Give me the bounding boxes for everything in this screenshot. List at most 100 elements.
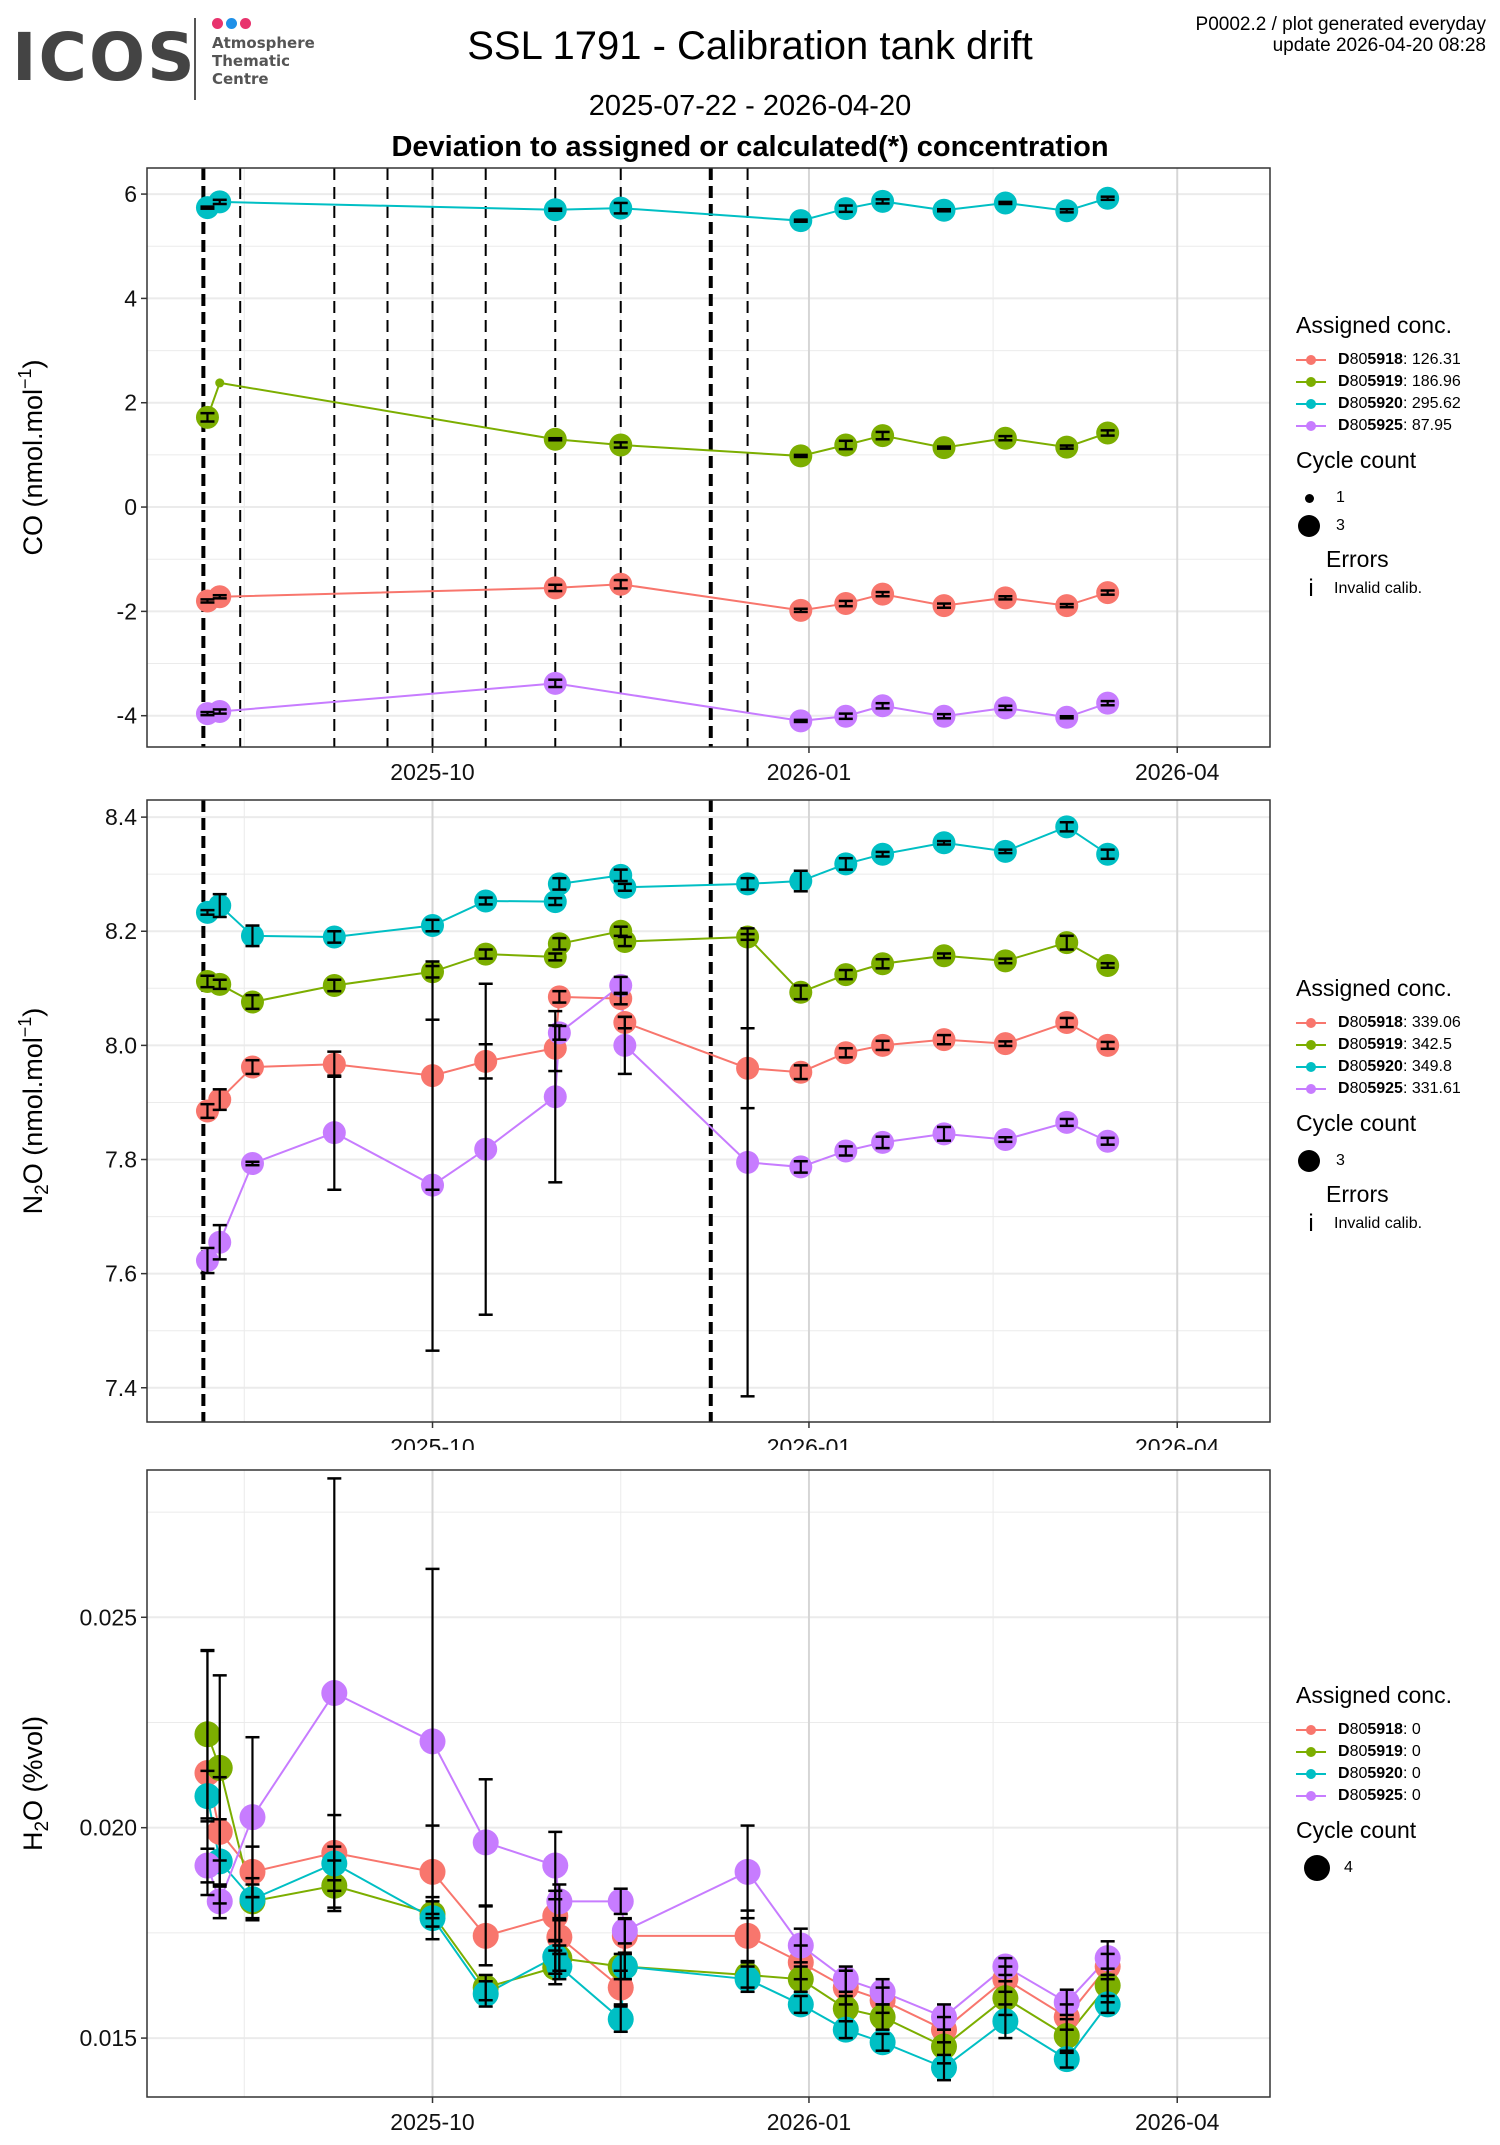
legend-item: D805920: 295.62 xyxy=(1296,393,1461,415)
legend-item: D805918: 126.31 xyxy=(1296,349,1461,371)
error-bar xyxy=(200,908,215,916)
error-bar xyxy=(200,974,215,989)
error-bar xyxy=(548,207,563,213)
error-bar xyxy=(1100,1994,1115,2015)
error-bar xyxy=(1059,1016,1074,1029)
invalid-calib-label: Invalid calib. xyxy=(1334,580,1423,597)
error-bar xyxy=(212,1883,227,1920)
y-tick-label: -4 xyxy=(117,703,138,729)
x-tick-label: 2025-10 xyxy=(390,1434,474,1450)
legend-item: D805918: 0 xyxy=(1296,1719,1452,1741)
y-tick-label: 8.0 xyxy=(105,1032,137,1058)
error-bar xyxy=(613,1887,628,1916)
legend-assigned-value: : 0 xyxy=(1402,1765,1421,1782)
legend-title: Cycle count xyxy=(1296,447,1417,473)
label-part: O (nmol.mol xyxy=(18,1037,48,1184)
error-bar xyxy=(875,1977,890,2006)
x-tick-label: 2026-04 xyxy=(1135,1434,1220,1450)
legend-item: D805918: 339.06 xyxy=(1296,1012,1461,1034)
legend-tank-id: D805919 xyxy=(1338,1036,1403,1053)
error-bar xyxy=(1059,207,1074,214)
error-bar xyxy=(1100,699,1115,707)
label-part: N xyxy=(18,1195,48,1215)
cycle-count-label: 4 xyxy=(1344,1859,1353,1876)
error-bar xyxy=(875,2032,890,2052)
cycle-count-item: 3 xyxy=(1296,1147,1461,1175)
x-tick-label: 2025-10 xyxy=(390,759,474,785)
error-bar xyxy=(838,712,853,721)
x-tick-label: 2026-04 xyxy=(1135,2109,1220,2135)
error-bar xyxy=(613,201,628,215)
legend-title: Errors xyxy=(1326,546,1389,572)
error-bar xyxy=(793,1159,808,1174)
error-bar xyxy=(936,207,951,213)
error-bar xyxy=(617,935,632,948)
error-bar xyxy=(838,2020,853,2040)
label-sup: −1 xyxy=(15,1017,35,1038)
co-panel: -4 -2 0 2 4 6 2025-10 2026-01 2026-04 CO (nmol.mo… xyxy=(15,167,1271,785)
n2o-panel: 7.4 7.6 7.8 8.0 8.2 8.4 2025-10 2026-01 2026-04 N… xyxy=(15,799,1271,1450)
error-bar xyxy=(613,2005,628,2034)
cycle-size-icon xyxy=(1298,515,1320,537)
error-bar xyxy=(936,2003,951,2031)
error-bar xyxy=(875,1039,890,1052)
error-bar xyxy=(998,595,1013,601)
cycle-count-label: 3 xyxy=(1336,1152,1345,1169)
logo-subtitle: Atmosphere Thematic Centre xyxy=(212,34,315,88)
error-bar xyxy=(793,718,808,724)
error-bar xyxy=(327,978,342,993)
error-bar xyxy=(875,850,890,858)
series-line-D805925 xyxy=(206,983,1109,1262)
cycle-size-icon xyxy=(1298,1150,1320,1172)
legend-assigned-value: : 126.31 xyxy=(1402,351,1461,368)
error-bar xyxy=(740,876,755,891)
error-bar xyxy=(740,1965,755,1994)
cycle-size-icon xyxy=(1304,1855,1330,1881)
legend-assigned-value: : 339.06 xyxy=(1402,1014,1461,1031)
error-bar xyxy=(875,1135,890,1150)
label-part: ) xyxy=(18,1008,48,1017)
label-part: CO (nmol.mol xyxy=(18,389,48,556)
h2o-panel: 0.015 0.020 0.025 2025-10 2026-01 2026-04 H2O … xyxy=(18,1469,1271,2135)
legend-assigned-value: : 0 xyxy=(1402,1743,1421,1760)
series-line-D805925 xyxy=(207,682,1108,722)
error-bar xyxy=(1059,2049,1074,2069)
error-bar xyxy=(548,436,563,442)
error-bar xyxy=(552,1952,567,1981)
error-bar xyxy=(552,876,567,891)
error-bar xyxy=(998,200,1013,206)
y-tick-label: 6 xyxy=(124,181,137,207)
error-bar xyxy=(200,411,215,423)
series-line-D805919 xyxy=(206,381,1108,457)
x-tick-label: 2026-04 xyxy=(1135,759,1220,785)
legend-assigned-value: : 0 xyxy=(1402,1787,1421,1804)
error-bar xyxy=(212,892,227,919)
y-tick-label: 0.020 xyxy=(79,1815,137,1841)
y-axis-label: N2O (nmol.mol−1) xyxy=(15,1008,53,1215)
error-bar xyxy=(793,218,808,223)
grid xyxy=(147,168,1270,747)
error-bar xyxy=(617,1916,632,1945)
error-bar xyxy=(793,1927,808,1964)
invalid-calib-item: i Invalid calib. xyxy=(1296,1210,1461,1238)
error-bar xyxy=(613,868,628,883)
logo-dot xyxy=(212,18,223,29)
y-tick-label: 0 xyxy=(124,494,137,520)
error-bar xyxy=(425,1567,440,1916)
legend-tank-id: D805925 xyxy=(1338,1080,1403,1097)
y-tick-label: 8.4 xyxy=(105,804,137,830)
legend-swatch-icon xyxy=(1296,1723,1326,1737)
y-axis-label: CO (nmol.mol−1) xyxy=(15,359,48,555)
y-tick-label: 0.015 xyxy=(79,2025,137,2051)
invalid-calib-item: i Invalid calib. xyxy=(1296,575,1461,603)
error-bar xyxy=(793,1064,808,1081)
error-bar xyxy=(212,1223,227,1261)
label-part: H xyxy=(18,1832,48,1852)
invalid-calib-icon: i xyxy=(1308,575,1314,602)
legend-swatch-icon xyxy=(1296,1767,1326,1781)
legend-title: Assigned conc. xyxy=(1296,1682,1452,1708)
error-bar xyxy=(1059,714,1074,720)
error-bar xyxy=(875,430,890,441)
label-sub: 2 xyxy=(32,1184,53,1195)
error-bar xyxy=(740,1824,755,1920)
